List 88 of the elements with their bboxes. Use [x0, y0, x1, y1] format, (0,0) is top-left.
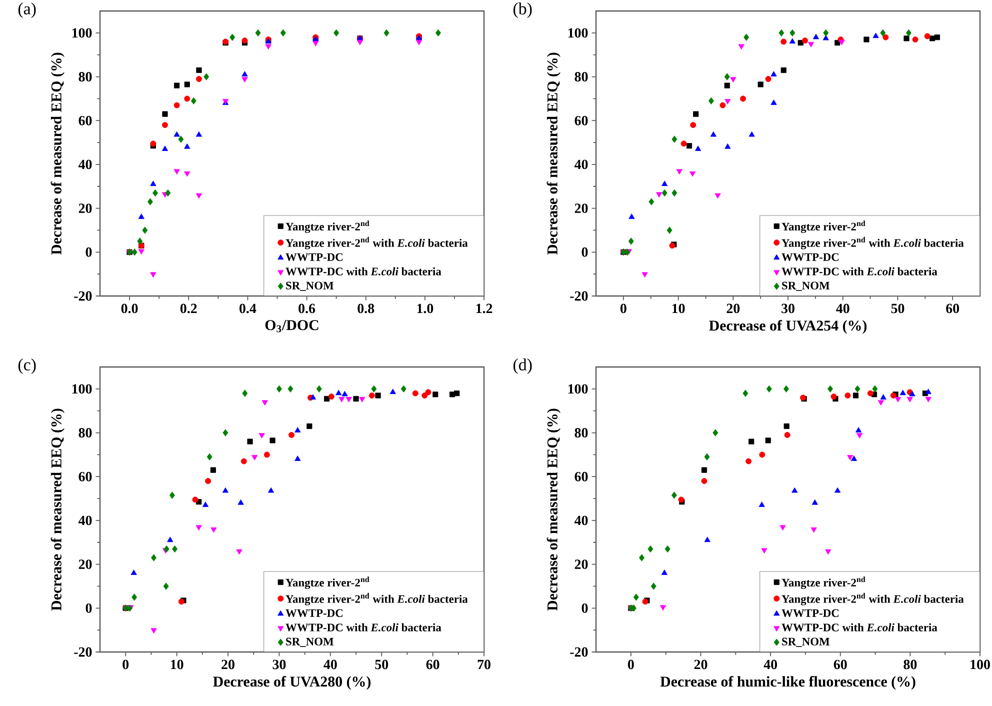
y-tick-label: 40	[574, 516, 588, 526]
x-tick-label: 20	[222, 660, 234, 670]
y-tick-label: 40	[78, 516, 92, 526]
y-tick-label: 60	[78, 472, 92, 482]
y-tick-label: 80	[574, 72, 588, 82]
legend-label: Yangtze river-2$^{nd}$ with E.coli bacteria	[286, 236, 468, 250]
legend-label: WWTP-DC	[782, 609, 839, 618]
legend-label: WWTP-DC with E.coli bacteria	[286, 623, 442, 632]
x-tick-label: 0	[628, 660, 634, 670]
y-tick-label: 20	[78, 204, 92, 214]
x-tick-label: 0.6	[298, 304, 316, 314]
y-axis-title: Decrease of measured EEQ (%)	[50, 52, 64, 255]
x-tick-label: 30	[272, 660, 286, 670]
legend-label: WWTP-DC with E.coli bacteria	[782, 267, 938, 276]
x-tick-label: 60	[834, 660, 847, 670]
x-tick-label: 0.0	[121, 304, 138, 314]
x-tick-label: 50	[891, 304, 904, 314]
y-tick-label: -20	[570, 291, 588, 301]
chart-title: (d)	[513, 358, 532, 374]
y-tick-label: 20	[78, 560, 92, 570]
y-tick-label: 100	[568, 28, 588, 38]
legend-label: Yangtze river-2$^{nd}$	[286, 220, 370, 233]
legend-label: SR_NOM	[286, 638, 334, 647]
y-tick-label: 20	[574, 560, 588, 570]
y-tick-label: 100	[568, 384, 588, 394]
y-tick-label: 60	[574, 116, 588, 126]
y-tick-label: 0	[582, 247, 588, 257]
legend-label: SR_NOM	[782, 638, 830, 647]
x-tick-label: 0.4	[240, 304, 256, 314]
x-tick-label: 0.2	[180, 304, 197, 314]
y-tick-label: 80	[78, 428, 92, 438]
y-axis-title: Decrease of measured EEQ (%)	[546, 52, 560, 255]
y-tick-label: 100	[72, 384, 92, 394]
x-tick-label: 100	[970, 660, 990, 670]
x-tick-label: 0	[122, 660, 129, 670]
legend-label: Yangtze river-2$^{nd}$	[286, 576, 370, 589]
y-tick-label: 0	[582, 603, 588, 613]
x-tick-label: 0.8	[358, 304, 374, 314]
x-tick-label: 60	[946, 304, 960, 314]
x-tick-label: 10	[672, 304, 685, 314]
x-tick-label: 40	[324, 660, 337, 670]
y-axis-title: Decrease of measured EEQ (%)	[546, 408, 560, 611]
legend-label: Yangtze river-2$^{nd}$ with E.coli bacteria	[782, 592, 964, 606]
chart-title: (c)	[18, 358, 36, 374]
y-tick-label: 100	[72, 28, 92, 38]
x-tick-label: 0	[620, 304, 626, 314]
x-tick-label: 40	[764, 660, 777, 670]
legend-label: WWTP-DC	[286, 253, 343, 262]
x-tick-label: 20	[694, 660, 708, 670]
y-tick-label: -20	[74, 291, 92, 301]
x-tick-label: 70	[478, 660, 490, 670]
x-tick-label: 10	[170, 660, 184, 670]
chart-title: (b)	[513, 2, 532, 18]
y-tick-label: 40	[574, 160, 588, 170]
x-tick-label: 20	[726, 304, 740, 314]
x-tick-label: 80	[904, 660, 917, 670]
x-tick-label: 30	[782, 304, 794, 314]
y-tick-label: -20	[74, 647, 92, 657]
chart-title: (a)	[18, 2, 36, 18]
x-tick-label: 60	[426, 660, 440, 670]
legend-label: Yangtze river-2$^{nd}$	[782, 220, 866, 233]
legend-label: Yangtze river-2$^{nd}$	[782, 576, 866, 589]
y-tick-label: 20	[574, 204, 588, 214]
y-tick-label: 80	[574, 428, 588, 438]
x-axis-title: Decrease of UVA254 (%)	[709, 320, 867, 334]
y-axis-title: Decrease of measured EEQ (%)	[50, 408, 64, 611]
legend-label: WWTP-DC with E.coli bacteria	[782, 623, 938, 632]
legend-label: SR_NOM	[782, 282, 830, 291]
y-tick-label: 40	[78, 160, 92, 170]
y-tick-label: 0	[86, 247, 92, 257]
legend-label: WWTP-DC with E.coli bacteria	[286, 267, 442, 276]
legend-label: SR_NOM	[286, 282, 334, 291]
y-tick-label: -20	[570, 647, 588, 657]
x-tick-label: 1.2	[476, 304, 492, 314]
x-axis-title: Decrease of humic-like fluorescence (%)	[660, 676, 916, 690]
y-tick-label: 60	[78, 116, 92, 126]
y-tick-label: 60	[574, 472, 588, 482]
x-tick-label: 50	[375, 660, 388, 670]
legend-label: WWTP-DC	[782, 253, 839, 262]
y-tick-label: 0	[86, 603, 92, 613]
x-tick-label: 40	[836, 304, 850, 314]
legend-label: WWTP-DC	[286, 609, 343, 618]
x-axis-title: Decrease of UVA280 (%)	[213, 676, 371, 690]
x-tick-label: 1.0	[417, 304, 434, 314]
legend-label: Yangtze river-2$^{nd}$ with E.coli bacteria	[286, 592, 468, 606]
legend-label: Yangtze river-2$^{nd}$ with E.coli bacteria	[782, 236, 964, 250]
y-tick-label: 80	[78, 72, 92, 82]
x-axis-title: O$_{3}$/DOC	[265, 320, 318, 332]
